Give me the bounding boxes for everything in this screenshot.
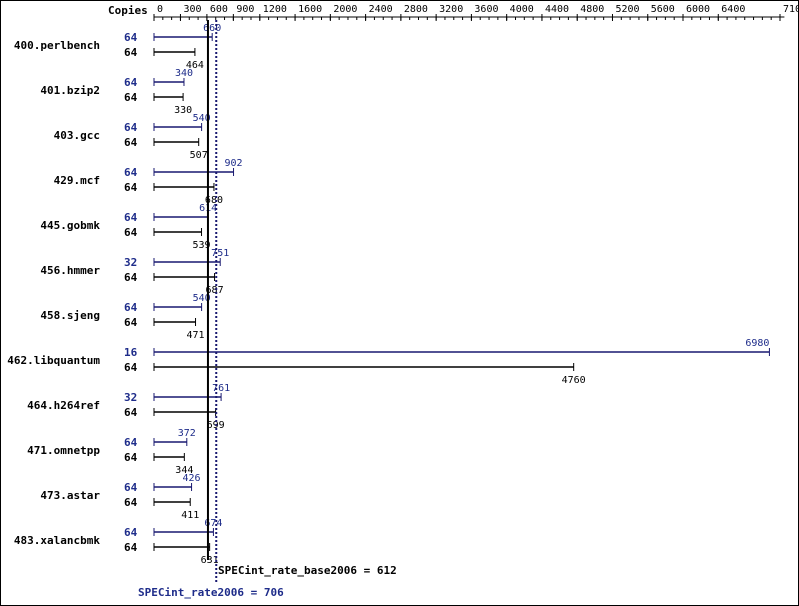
peak-copies: 64 [124, 121, 138, 134]
peak-value: 751 [211, 248, 229, 259]
x-axis-ticks: 0 300 600 900 1200 1600 2000 2400 2800 3200 3600 40… [153, 4, 799, 21]
benchmark-label: 473.astar [40, 489, 100, 502]
x-tick-label: 6000 [686, 4, 710, 15]
peak-copies: 64 [124, 481, 138, 494]
peak-copies: 32 [124, 256, 137, 269]
peak-value: 540 [193, 113, 211, 124]
benchmark-row: 429.mcf 64 902 64 680 [54, 158, 243, 206]
x-tick-label: 7100 [783, 4, 799, 15]
base-value: 631 [201, 555, 219, 566]
x-tick-label: 4400 [545, 4, 569, 15]
benchmark-label: 403.gcc [54, 129, 100, 142]
peak-value: 540 [193, 293, 211, 304]
peak-copies: 64 [124, 301, 138, 314]
benchmark-row: 471.omnetpp 64 372 64 344 [27, 428, 196, 476]
x-tick-label: 4000 [510, 4, 534, 15]
benchmark-row: 458.sjeng 64 540 64 471 [40, 293, 210, 341]
base-value: 464 [186, 60, 204, 71]
benchmark-rows: 400.perlbench 64 660 64 464 401.bzip2 64 340 64 3… [7, 23, 770, 566]
benchmark-label: 464.h264ref [27, 399, 100, 412]
base-copies: 64 [124, 226, 138, 239]
base-copies: 64 [124, 136, 138, 149]
peak-value: 674 [204, 518, 222, 529]
benchmark-row: 473.astar 64 426 64 411 [40, 473, 200, 521]
base-copies: 64 [124, 496, 138, 509]
peak-value: 340 [175, 68, 193, 79]
peak-value: 372 [178, 428, 196, 439]
x-tick-label: 3200 [439, 4, 463, 15]
x-tick-label: 2800 [404, 4, 428, 15]
base-copies: 64 [124, 271, 138, 284]
base-copies: 64 [124, 451, 138, 464]
base-copies: 64 [124, 316, 138, 329]
benchmark-label: 458.sjeng [40, 309, 100, 322]
benchmark-row: 403.gcc 64 540 64 507 [54, 113, 211, 161]
base-value: 330 [174, 105, 192, 116]
peak-value: 426 [183, 473, 201, 484]
base-summary-label: SPECint_rate_base2006 = 612 [218, 564, 397, 577]
base-value: 687 [206, 285, 224, 296]
base-copies: 64 [124, 406, 138, 419]
peak-copies: 64 [124, 76, 138, 89]
benchmark-label: 445.gobmk [40, 219, 100, 232]
benchmark-row: 483.xalancbmk 64 674 64 631 [14, 518, 223, 566]
x-tick-label: 300 [183, 4, 201, 15]
peak-copies: 64 [124, 31, 138, 44]
peak-value: 902 [224, 158, 242, 169]
benchmark-row: 456.hmmer 32 751 64 687 [40, 248, 229, 296]
base-copies: 64 [124, 361, 138, 374]
benchmark-row: 400.perlbench 64 660 64 464 [14, 23, 221, 71]
benchmark-row: 401.bzip2 64 340 64 330 [40, 68, 193, 116]
x-tick-label: 600 [210, 4, 228, 15]
benchmark-label: 429.mcf [54, 174, 100, 187]
peak-copies: 64 [124, 526, 138, 539]
base-value: 539 [192, 240, 210, 251]
x-tick-label: 2000 [333, 4, 357, 15]
peak-copies: 16 [124, 346, 138, 359]
peak-value: 761 [212, 383, 230, 394]
x-tick-label: 4800 [580, 4, 604, 15]
base-value: 507 [190, 150, 208, 161]
base-value: 411 [181, 510, 199, 521]
benchmark-label: 456.hmmer [40, 264, 100, 277]
peak-copies: 64 [124, 211, 138, 224]
base-copies: 64 [124, 46, 138, 59]
summary-lines: SPECint_rate_base2006 = 612 SPECint_rate2… [138, 20, 397, 599]
peak-copies: 32 [124, 391, 137, 404]
x-tick-label: 900 [236, 4, 254, 15]
peak-summary-label: SPECint_rate2006 = 706 [138, 586, 284, 599]
benchmark-label: 471.omnetpp [27, 444, 100, 457]
peak-value: 660 [203, 23, 221, 34]
x-tick-label: 1200 [263, 4, 287, 15]
benchmark-row: 464.h264ref3276164699 [27, 383, 230, 431]
axis-label: Copies [108, 4, 148, 17]
base-copies: 64 [124, 91, 138, 104]
benchmark-label: 400.perlbench [14, 39, 100, 52]
x-tick-label: 5200 [615, 4, 639, 15]
benchmark-row: 462.libquantum 16 6980 64 4760 [7, 338, 770, 386]
x-tick-label: 6400 [721, 4, 745, 15]
base-value: 680 [205, 195, 223, 206]
base-value: 344 [175, 465, 193, 476]
x-tick-label: 1600 [298, 4, 322, 15]
peak-copies: 64 [124, 436, 138, 449]
x-tick-label: 2400 [369, 4, 393, 15]
peak-copies: 64 [124, 166, 138, 179]
base-copies: 64 [124, 181, 138, 194]
peak-value: 6980 [745, 338, 769, 349]
benchmark-label: 483.xalancbmk [14, 534, 100, 547]
benchmark-label: 401.bzip2 [40, 84, 100, 97]
benchmark-label: 462.libquantum [7, 354, 100, 367]
base-copies: 64 [124, 541, 138, 554]
x-tick-label: 5600 [651, 4, 675, 15]
base-value: 471 [186, 330, 204, 341]
x-tick-label: 0 [157, 4, 163, 15]
x-tick-label: 3600 [474, 4, 498, 15]
base-value: 4760 [562, 375, 586, 386]
